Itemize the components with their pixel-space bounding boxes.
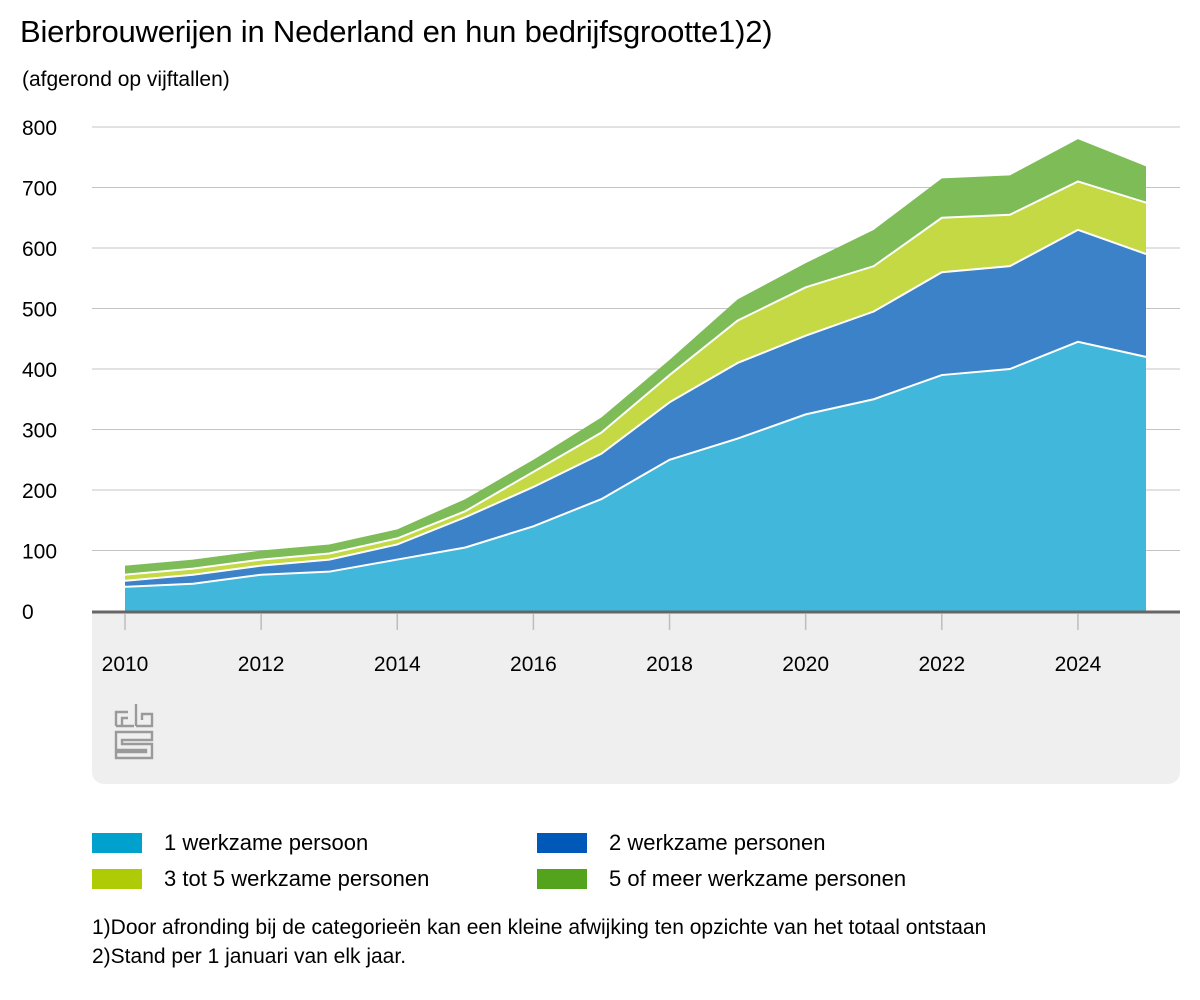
legend-swatch [537,833,587,853]
x-tick-label: 2024 [1055,653,1102,676]
y-tick-label: 300 [22,420,57,443]
footnotes: 1)Door afronding bij de categorieën kan … [92,913,986,971]
legend-item-3-tot-5-werkzame-personen: 3 tot 5 werkzame personen [92,866,429,892]
cbs-logo [114,704,154,760]
area-series-2 [125,229,1146,587]
chart-subtitle: (afgerond op vijftallen) [22,68,230,91]
y-tick-label: 800 [22,117,57,140]
legend-swatch [92,833,142,853]
x-tick-label: 2010 [102,653,149,676]
legend-label: 3 tot 5 werkzame personen [164,866,430,891]
area-separator-2 [124,228,1147,582]
stacked-area-chart: 0 100 200 300 400 500 600 700 800 2010 2012 2014 201… [22,117,1180,676]
y-tick-label: 100 [22,541,57,564]
legend-swatch [92,869,142,889]
y-tick-label: 600 [22,238,57,261]
x-tick-label: 2014 [374,653,421,676]
chart-title: Bierbrouwerijen in Nederland en hun bedr… [20,14,773,49]
legend-label: 5 of meer werkzame personen [609,866,907,891]
legend-item-5-of-meer-werkzame-personen: 5 of meer werkzame personen [537,866,906,892]
x-tick-label: 2022 [918,653,965,676]
area-separator-3 [124,180,1147,576]
x-axis-band [92,612,1180,784]
x-tick-label: 2020 [782,653,829,676]
x-tick-label: 2012 [238,653,285,676]
y-tick-label: 400 [22,359,57,382]
legend-swatch [537,869,587,889]
area-separator-1 [124,340,1147,588]
footnote-1: 1)Door afronding bij de categorieën kan … [92,916,987,939]
area-series-1 [125,341,1146,611]
x-tick-label: 2016 [510,653,557,676]
y-tick-label: 700 [22,178,57,201]
footnote-2: 2)Stand per 1 januari van elk jaar. [92,945,407,968]
legend-item-2-werkzame-personen: 2 werkzame personen [537,830,825,856]
x-tick-label: 2018 [646,653,693,676]
legend-label: 2 werkzame personen [609,830,826,855]
y-tick-label: 500 [22,299,57,322]
area-series-3 [125,181,1146,581]
legend-label: 1 werkzame persoon [164,830,369,855]
y-tick-label: 0 [22,601,34,624]
legend-item-1-werkzame-persoon: 1 werkzame persoon [92,830,368,856]
area-series-4 [125,139,1146,575]
y-tick-label: 200 [22,480,57,503]
